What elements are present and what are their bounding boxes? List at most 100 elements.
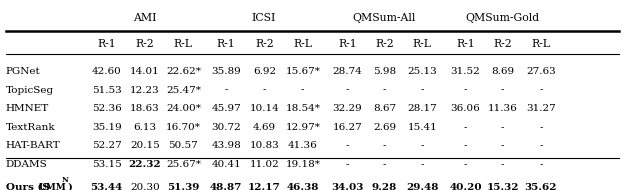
Text: 8.69: 8.69 — [491, 67, 514, 76]
Text: QMSum-All: QMSum-All — [353, 13, 416, 23]
Text: R-L: R-L — [174, 39, 193, 49]
Text: 14.01: 14.01 — [130, 67, 160, 76]
Text: R-L: R-L — [413, 39, 431, 49]
Text: -: - — [346, 86, 349, 95]
Text: 11.02: 11.02 — [250, 160, 279, 169]
Text: 19.18*: 19.18* — [285, 160, 320, 169]
Text: 51.39: 51.39 — [167, 183, 200, 190]
Text: 29.48: 29.48 — [406, 183, 438, 190]
Text: 20.15: 20.15 — [130, 141, 160, 150]
Text: 12.97*: 12.97* — [285, 123, 320, 132]
Text: 48.87: 48.87 — [210, 183, 243, 190]
Text: 25.47*: 25.47* — [166, 86, 201, 95]
Text: TopicSeg: TopicSeg — [6, 86, 54, 95]
Text: 50.57: 50.57 — [168, 141, 198, 150]
Text: 18.63: 18.63 — [130, 104, 160, 113]
Text: 18.54*: 18.54* — [285, 104, 320, 113]
Text: 22.62*: 22.62* — [166, 67, 201, 76]
Text: 20.30: 20.30 — [130, 183, 160, 190]
Text: 34.03: 34.03 — [332, 183, 364, 190]
Text: 25.13: 25.13 — [407, 67, 437, 76]
Text: -: - — [464, 123, 467, 132]
Text: -: - — [225, 86, 228, 95]
Text: 22.32: 22.32 — [129, 160, 161, 169]
Text: 52.36: 52.36 — [92, 104, 122, 113]
Text: 53.44: 53.44 — [91, 183, 123, 190]
Text: 27.63: 27.63 — [526, 67, 556, 76]
Text: N: N — [61, 176, 68, 184]
Text: -: - — [346, 160, 349, 169]
Text: 40.41: 40.41 — [211, 160, 241, 169]
Text: ICSI: ICSI — [252, 13, 276, 23]
Text: R-1: R-1 — [338, 39, 357, 49]
Text: 40.20: 40.20 — [449, 183, 482, 190]
Text: PGNet: PGNet — [6, 67, 40, 76]
Text: HMNET: HMNET — [6, 104, 49, 113]
Text: 10.83: 10.83 — [250, 141, 279, 150]
Text: QMSum-Gold: QMSum-Gold — [465, 13, 540, 23]
Text: -: - — [301, 86, 305, 95]
Text: 31.27: 31.27 — [526, 104, 556, 113]
Text: -: - — [420, 141, 424, 150]
Text: 42.60: 42.60 — [92, 67, 122, 76]
Text: 25.67*: 25.67* — [166, 160, 201, 169]
Text: 36.06: 36.06 — [451, 104, 481, 113]
Text: 30.72: 30.72 — [211, 123, 241, 132]
Text: HAT-BART: HAT-BART — [6, 141, 61, 150]
Text: Ours (S: Ours (S — [6, 183, 50, 190]
Text: 43.98: 43.98 — [211, 141, 241, 150]
Text: R-L: R-L — [531, 39, 550, 49]
Text: 15.32: 15.32 — [486, 183, 519, 190]
Text: 4.69: 4.69 — [253, 123, 276, 132]
Text: -: - — [501, 86, 504, 95]
Text: -: - — [383, 86, 387, 95]
Text: -: - — [464, 141, 467, 150]
Text: UMM: UMM — [39, 183, 67, 190]
Text: TextRank: TextRank — [6, 123, 56, 132]
Text: DDAMS: DDAMS — [6, 160, 47, 169]
Text: 16.70*: 16.70* — [166, 123, 201, 132]
Text: R-1: R-1 — [456, 39, 475, 49]
Text: -: - — [383, 160, 387, 169]
Text: 45.97: 45.97 — [211, 104, 241, 113]
Text: 28.17: 28.17 — [407, 104, 437, 113]
Text: 2.69: 2.69 — [373, 123, 396, 132]
Text: 35.89: 35.89 — [211, 67, 241, 76]
Text: AMI: AMI — [132, 13, 156, 23]
Text: -: - — [501, 141, 504, 150]
Text: 53.15: 53.15 — [92, 160, 122, 169]
Text: -: - — [540, 123, 543, 132]
Text: 15.67*: 15.67* — [285, 67, 320, 76]
Text: -: - — [501, 123, 504, 132]
Text: 41.36: 41.36 — [288, 141, 317, 150]
Text: 8.67: 8.67 — [373, 104, 396, 113]
Text: 6.13: 6.13 — [134, 123, 157, 132]
Text: 10.14: 10.14 — [250, 104, 279, 113]
Text: -: - — [420, 86, 424, 95]
Text: 52.27: 52.27 — [92, 141, 122, 150]
Text: 16.27: 16.27 — [333, 123, 362, 132]
Text: 32.29: 32.29 — [333, 104, 362, 113]
Text: -: - — [420, 160, 424, 169]
Text: 5.98: 5.98 — [373, 67, 396, 76]
Text: R-2: R-2 — [136, 39, 154, 49]
Text: -: - — [501, 160, 504, 169]
Text: 9.28: 9.28 — [372, 183, 397, 190]
Text: -: - — [464, 160, 467, 169]
Text: 35.62: 35.62 — [525, 183, 557, 190]
Text: -: - — [383, 141, 387, 150]
Text: -: - — [262, 86, 266, 95]
Text: R-1: R-1 — [217, 39, 236, 49]
Text: -: - — [540, 160, 543, 169]
Text: -: - — [464, 86, 467, 95]
Text: 6.92: 6.92 — [253, 67, 276, 76]
Text: 24.00*: 24.00* — [166, 104, 201, 113]
Text: 12.23: 12.23 — [130, 86, 160, 95]
Text: 15.41: 15.41 — [407, 123, 437, 132]
Text: 28.74: 28.74 — [333, 67, 362, 76]
Text: R-L: R-L — [293, 39, 312, 49]
Text: R-2: R-2 — [375, 39, 394, 49]
Text: 46.38: 46.38 — [287, 183, 319, 190]
Text: R-2: R-2 — [493, 39, 512, 49]
Text: -: - — [346, 141, 349, 150]
